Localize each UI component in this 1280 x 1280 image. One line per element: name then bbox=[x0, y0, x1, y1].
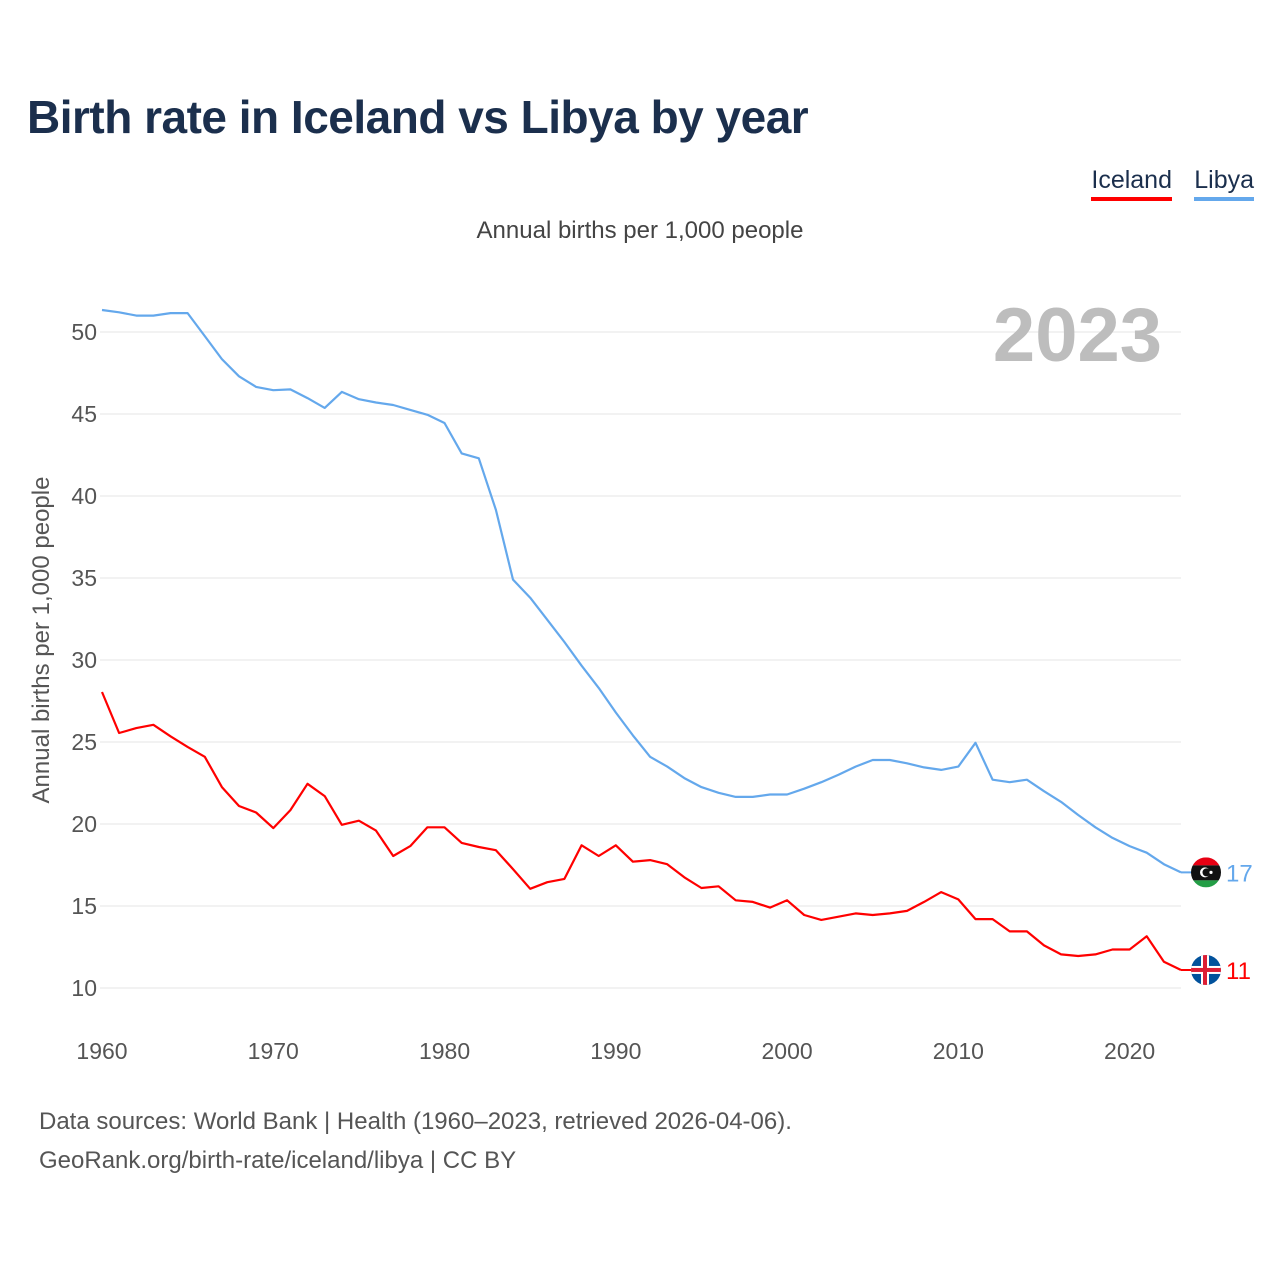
x-tick-label: 2010 bbox=[933, 1038, 984, 1064]
end-value-label-libya: 17 bbox=[1226, 860, 1253, 887]
x-tick-label: 1970 bbox=[248, 1038, 299, 1064]
chart-subtitle: Annual births per 1,000 people bbox=[476, 217, 804, 244]
y-tick-label: 15 bbox=[71, 893, 97, 919]
iceland-flag-icon bbox=[1191, 954, 1221, 985]
series-line-libya bbox=[101, 308, 1182, 874]
y-tick-label: 30 bbox=[71, 647, 97, 673]
y-tick-label: 25 bbox=[71, 729, 97, 755]
y-tick-label: 40 bbox=[71, 483, 97, 509]
x-tick-label: 1980 bbox=[419, 1038, 470, 1064]
y-tick-label: 20 bbox=[71, 811, 97, 837]
x-tick-label: 1990 bbox=[590, 1038, 641, 1064]
y-tick-label: 50 bbox=[71, 319, 97, 345]
legend-item-iceland[interactable]: Iceland bbox=[1091, 166, 1172, 201]
y-tick-label: 10 bbox=[71, 975, 97, 1001]
y-tick-label: 45 bbox=[71, 401, 97, 427]
current-year-label: 2023 bbox=[992, 293, 1162, 378]
x-tick-label: 2020 bbox=[1104, 1038, 1155, 1064]
end-value-label-iceland: 11 bbox=[1226, 958, 1251, 985]
series-line-iceland bbox=[100, 691, 1182, 971]
x-tick-label: 2000 bbox=[761, 1038, 812, 1064]
source-link[interactable]: GeoRank.org/birth-rate/iceland/libya | C… bbox=[39, 1147, 517, 1174]
x-tick-label: 1960 bbox=[76, 1038, 127, 1064]
chart-title: Birth rate in Iceland vs Libya by year bbox=[27, 91, 809, 143]
libya-flag-icon bbox=[1191, 857, 1221, 888]
data-source-text: Data sources: World Bank | Health (1960–… bbox=[39, 1108, 792, 1135]
y-tick-label: 35 bbox=[71, 565, 97, 591]
legend-item-libya[interactable]: Libya bbox=[1194, 166, 1254, 201]
